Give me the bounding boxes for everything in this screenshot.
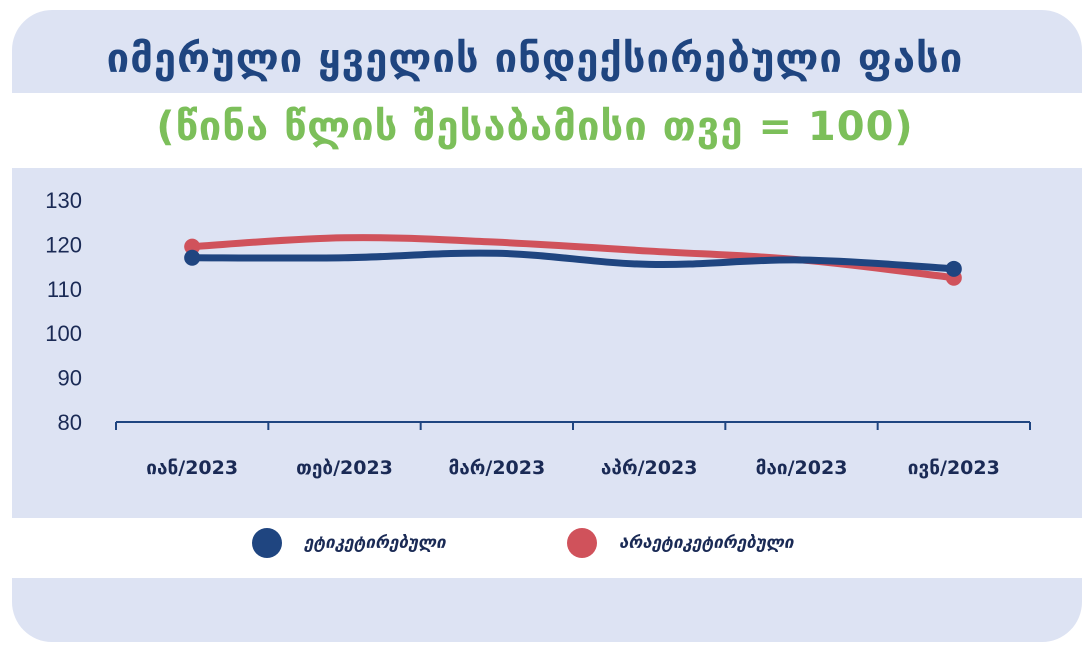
legend-label-labeled: ეტიკეტირებული: [304, 533, 446, 553]
x-tick-label: მარ/2023: [448, 457, 545, 479]
series-line-0: [188, 249, 958, 273]
chart-card: [12, 10, 1082, 642]
y-tick-label: 130: [45, 188, 82, 213]
legend-item-labeled: ეტიკეტირებული: [252, 528, 446, 558]
chart-title: იმერული ყველის ინდექსირებული ფასი: [106, 36, 964, 82]
legend-swatch-unlabeled: [567, 528, 597, 558]
y-tick-label: 80: [58, 410, 82, 435]
x-tick-label: თებ/2023: [296, 457, 393, 479]
x-tick-label: იან/2023: [146, 457, 238, 479]
y-tick-label: 120: [45, 232, 82, 257]
series-1-point: [184, 238, 201, 255]
legend-band: [12, 518, 1082, 578]
y-tick-label: 90: [58, 366, 82, 391]
x-tick-label: მაი/2023: [756, 457, 848, 479]
series-0-point: [945, 260, 962, 277]
y-tick-label: 110: [47, 277, 82, 302]
title-band: [12, 93, 1082, 168]
legend-item-unlabeled: არაეტიკეტირებული: [567, 528, 794, 558]
legend-swatch-labeled: [252, 528, 282, 558]
x-tick-label: ივნ/2023: [908, 457, 1000, 479]
chart-subtitle: (წინა წლის შესაბამისი თვე = 100): [156, 104, 914, 150]
y-tick-label: 100: [45, 321, 82, 346]
legend-label-unlabeled: არაეტიკეტირებული: [619, 533, 794, 553]
x-tick-label: აპრ/2023: [601, 457, 698, 479]
series-0-point: [184, 249, 201, 266]
